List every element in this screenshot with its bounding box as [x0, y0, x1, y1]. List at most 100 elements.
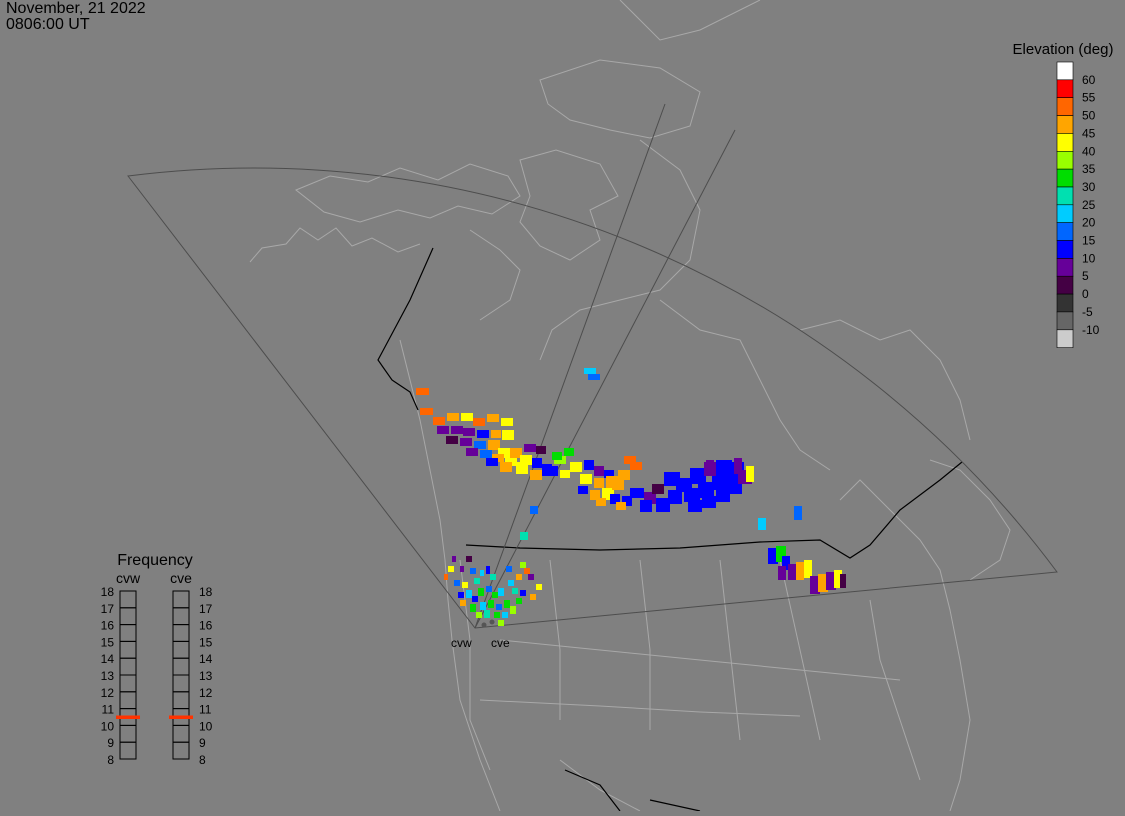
legend-tick-label: 50 [1082, 109, 1096, 123]
scatter-cell [502, 430, 514, 440]
legend-tick-label: 25 [1082, 198, 1096, 212]
datetime-header: November, 21 2022 0806:00 UT [6, 1, 146, 33]
radar-site-cve-marker [489, 619, 495, 625]
legend-swatch [1056, 115, 1074, 134]
scatter-cell [492, 592, 498, 598]
scatter-cell [488, 600, 494, 608]
scatter-cell [570, 462, 582, 472]
scatter-cell [474, 441, 486, 449]
scatter-cell [542, 464, 552, 476]
scatter-cell [491, 430, 501, 438]
scatter-cell [454, 580, 460, 586]
scatter-cell [588, 374, 600, 380]
legend-swatch [1056, 222, 1074, 241]
scatter-cell [463, 428, 475, 436]
scatter-cell [818, 574, 828, 592]
scatter-cell [782, 556, 790, 570]
scatter-cell [532, 458, 542, 468]
scatter-cell [462, 582, 468, 588]
scatter-cell [470, 568, 476, 574]
frequency-level-label: 14 [199, 652, 213, 666]
legend-tick-label: 0 [1082, 287, 1089, 301]
legend-tick-label: 15 [1082, 234, 1096, 248]
scatter-cell [502, 612, 508, 618]
scatter-cell [472, 596, 478, 602]
legend-tick-label: -5 [1082, 305, 1093, 319]
legend-tick-label: 45 [1082, 126, 1096, 140]
scatter-cell [530, 594, 536, 600]
frequency-box [172, 640, 190, 659]
frequency-box [119, 691, 137, 710]
scatter-cell [768, 548, 778, 564]
frequency-panel: Frequency cvw cve 18 17 16 15 14 13 12 11 10 9 8 18… [101, 552, 213, 767]
scatter-cell [530, 506, 538, 514]
scatter-cell [473, 418, 485, 426]
scatter-cell [512, 588, 518, 594]
radar-site-label-cve: cve [491, 636, 510, 650]
scatter-cell [466, 448, 478, 456]
frequency-box [172, 590, 190, 609]
borders [377, 247, 963, 812]
scatter-cell [451, 426, 463, 434]
scatter-cell [516, 598, 522, 604]
scatter-cell [536, 446, 546, 454]
scatter-cell [594, 478, 604, 488]
frequency-level-label: 16 [101, 619, 115, 633]
scatter-cell [508, 580, 514, 586]
scatter-cell [826, 572, 836, 590]
scatter-cell [794, 506, 802, 520]
scatter-cell [530, 470, 542, 480]
legend-swatch [1056, 61, 1074, 81]
legend-title: Elevation (deg) [1013, 41, 1114, 58]
scatter-cell [460, 566, 464, 572]
scatter-cell [834, 570, 842, 588]
scatter-cell [804, 560, 812, 578]
scatter-cell [416, 388, 429, 395]
scatter-cell [596, 498, 606, 506]
scatter-cell [437, 426, 449, 434]
scatter-cell [578, 486, 588, 494]
scatter-cell [452, 556, 456, 562]
scatter-cell [520, 455, 532, 465]
scatter-cell [776, 546, 786, 562]
frequency-level-label: 13 [199, 669, 213, 683]
scatter-cell [478, 588, 484, 596]
legend-tick-label: 20 [1082, 216, 1096, 230]
frequency-level-label: 10 [199, 719, 213, 733]
legend-tick-label: 60 [1082, 73, 1096, 87]
scatter-cell [461, 413, 473, 421]
time-label: 0806:00 UT [6, 16, 90, 33]
scatter-cell [474, 578, 480, 584]
scatter-cell [690, 468, 706, 484]
scatter-cell [490, 574, 496, 580]
frequency-title: Frequency [117, 552, 193, 569]
scatter-cell [444, 574, 448, 580]
scatter-cell [520, 590, 526, 596]
scatter-cell [524, 568, 530, 574]
frequency-radar-label-cvw: cvw [116, 570, 141, 586]
scatter-cell [788, 564, 798, 580]
scatter-cell [460, 438, 472, 446]
scatter-cell [536, 584, 542, 590]
frequency-level-label: 8 [199, 753, 206, 767]
scatter-cell [506, 566, 512, 572]
frequency-level-label: 9 [107, 736, 114, 750]
scatter-cell [630, 462, 642, 470]
frequency-level-label: 11 [199, 703, 212, 717]
scatter-cell [433, 417, 445, 425]
radar-site-label-cvw: cvw [451, 636, 472, 650]
legend-swatch [1056, 240, 1074, 259]
scatter-cell [564, 448, 574, 456]
scatter-cells [416, 368, 846, 626]
frequency-level-label: 18 [199, 585, 213, 599]
scatter-cell [524, 444, 536, 452]
legend-swatch [1056, 204, 1074, 224]
frequency-level-label: 15 [199, 635, 213, 649]
scatter-cell [480, 570, 484, 576]
scatter-cell [640, 500, 652, 512]
scatter-cell [494, 612, 500, 618]
frequency-box [119, 640, 137, 659]
legend-tick-label: -10 [1082, 323, 1100, 337]
frequency-box [119, 590, 137, 609]
scatter-cell [622, 496, 632, 506]
